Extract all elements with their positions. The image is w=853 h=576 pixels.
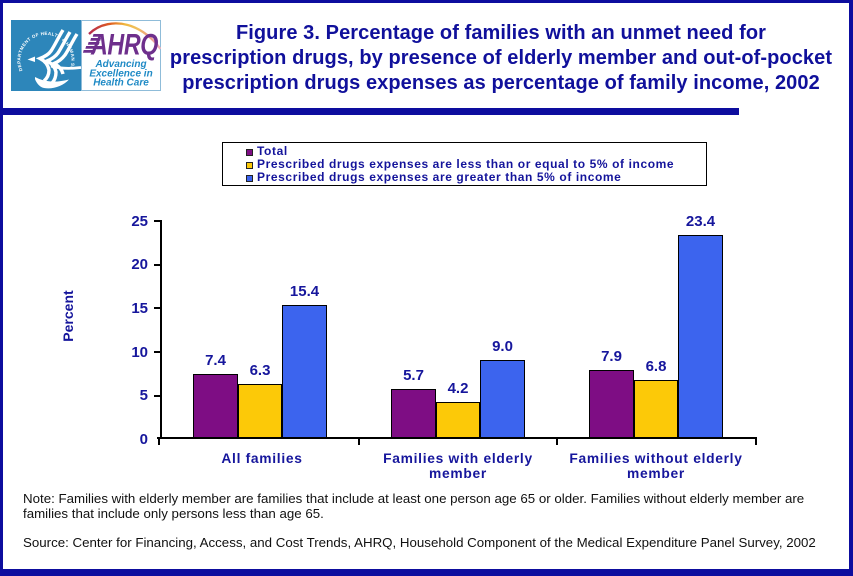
svg-text:Advancing: Advancing (94, 59, 146, 70)
svg-text:Health Care: Health Care (93, 77, 149, 88)
svg-text:AHRQ: AHRQ (90, 28, 159, 61)
svg-text:Excellence in: Excellence in (89, 68, 152, 79)
